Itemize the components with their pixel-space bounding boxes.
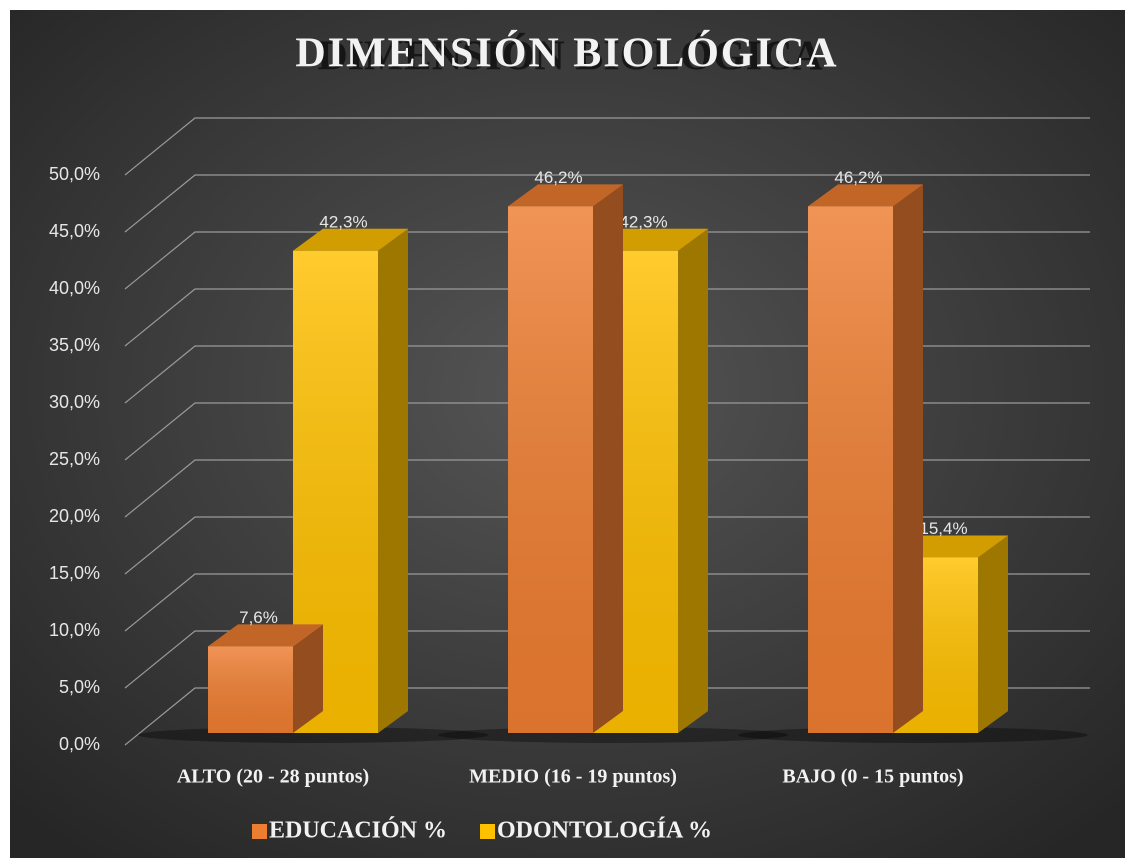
y-tick-label: 15,0%: [49, 563, 100, 583]
bar-top-shade: [808, 184, 923, 207]
bar-top-shade: [293, 228, 408, 251]
bar-side: [593, 184, 623, 733]
x-tick-label: BAJO (0 - 15 puntos): [782, 766, 963, 788]
bar-front-shade: [508, 206, 593, 733]
bar-side: [293, 624, 323, 733]
y-tick-label: 20,0%: [49, 506, 100, 526]
grid-line: [124, 117, 1090, 176]
grid-line: [124, 288, 1090, 347]
data-label: 42,3%: [319, 212, 367, 231]
y-tick-label: 50,0%: [49, 164, 100, 184]
bar-side: [978, 535, 1008, 733]
y-tick-label: 35,0%: [49, 335, 100, 355]
bar-top-shade: [508, 184, 623, 207]
bar-front-shade: [808, 206, 893, 733]
legend-swatch: [480, 824, 496, 839]
y-tick-label: 30,0%: [49, 392, 100, 412]
bar: [208, 624, 323, 733]
bar: [508, 184, 623, 733]
bar-side-shade: [293, 624, 323, 733]
bar-top: [508, 184, 623, 207]
y-tick-label: 45,0%: [49, 221, 100, 241]
bar: [808, 184, 923, 733]
chart-title: DIMENSIÓN BIOLÓGICA: [295, 30, 838, 77]
bar-side: [378, 228, 408, 733]
chart-title-shadow: DIMENSIÓN BIOLÓGICA: [317, 33, 823, 80]
bar-side-shade: [978, 535, 1008, 733]
data-label: 15,4%: [919, 519, 967, 538]
data-label: 7,6%: [239, 608, 278, 627]
bar-top-shade: [208, 624, 323, 647]
bar-side-shade: [378, 228, 408, 733]
y-tick-label: 25,0%: [49, 449, 100, 469]
y-tick-label: 0,0%: [59, 734, 100, 754]
grid-line: [124, 573, 1090, 632]
bar-top: [808, 184, 923, 207]
grid-line: [124, 231, 1090, 290]
legend-swatch: [252, 824, 267, 839]
bar-side: [678, 228, 708, 733]
data-label: 42,3%: [619, 212, 667, 231]
y-tick-label: 40,0%: [49, 278, 100, 298]
grid-line: [124, 630, 1090, 689]
legend-label: EDUCACIÓN %: [269, 817, 447, 844]
grid-line: [124, 174, 1090, 233]
bar-side-shade: [893, 184, 923, 733]
y-tick-label: 5,0%: [59, 677, 100, 697]
grid-line: [124, 345, 1090, 404]
legend-label: ODONTOLOGÍA %: [497, 818, 712, 844]
bar-side-shade: [593, 184, 623, 733]
grid-line: [124, 516, 1090, 575]
bar-side: [893, 184, 923, 733]
x-tick-label: ALTO (20 - 28 puntos): [177, 766, 369, 788]
grid-line: [124, 687, 1090, 746]
grid-line: [124, 402, 1090, 461]
data-label: 46,2%: [534, 168, 582, 187]
x-tick-label: MEDIO (16 - 19 puntos): [469, 766, 677, 788]
data-label: 46,2%: [834, 168, 882, 187]
grid-line: [124, 459, 1090, 518]
bar-top: [293, 228, 408, 251]
bar-top: [208, 624, 323, 647]
bar-front-shade: [208, 646, 293, 733]
y-tick-label: 10,0%: [49, 620, 100, 640]
bar-side-shade: [678, 228, 708, 733]
